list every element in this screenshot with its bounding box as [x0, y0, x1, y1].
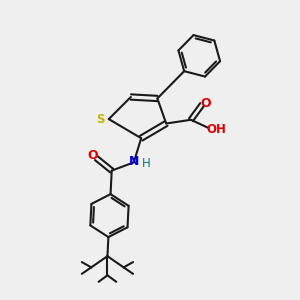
Text: H: H	[142, 157, 151, 170]
Text: O: O	[200, 97, 211, 110]
Text: N: N	[129, 155, 140, 168]
Text: OH: OH	[206, 123, 226, 136]
Text: S: S	[96, 112, 105, 126]
Text: O: O	[88, 149, 98, 162]
